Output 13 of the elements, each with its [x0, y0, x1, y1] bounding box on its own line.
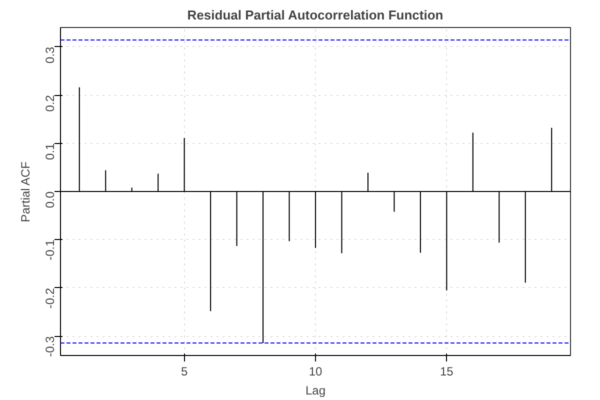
y-tick-label: -0.2 [43, 288, 57, 309]
x-tick-label: 15 [440, 364, 454, 378]
y-axis-title: Partial ACF [18, 161, 32, 222]
chart-title: Residual Partial Autocorrelation Function [187, 8, 444, 22]
y-tick-label: -0.1 [43, 239, 57, 260]
y-tick-label: 0.1 [43, 142, 57, 160]
y-tick-label: -0.3 [43, 336, 57, 357]
y-tick-label: 0.0 [43, 191, 57, 208]
x-tick-label: 5 [180, 364, 188, 378]
y-tick-label: 0.3 [43, 46, 57, 64]
x-axis-title: Lag [305, 384, 326, 398]
y-tick-label: 0.2 [43, 94, 57, 112]
x-tick-label: 10 [308, 364, 322, 378]
